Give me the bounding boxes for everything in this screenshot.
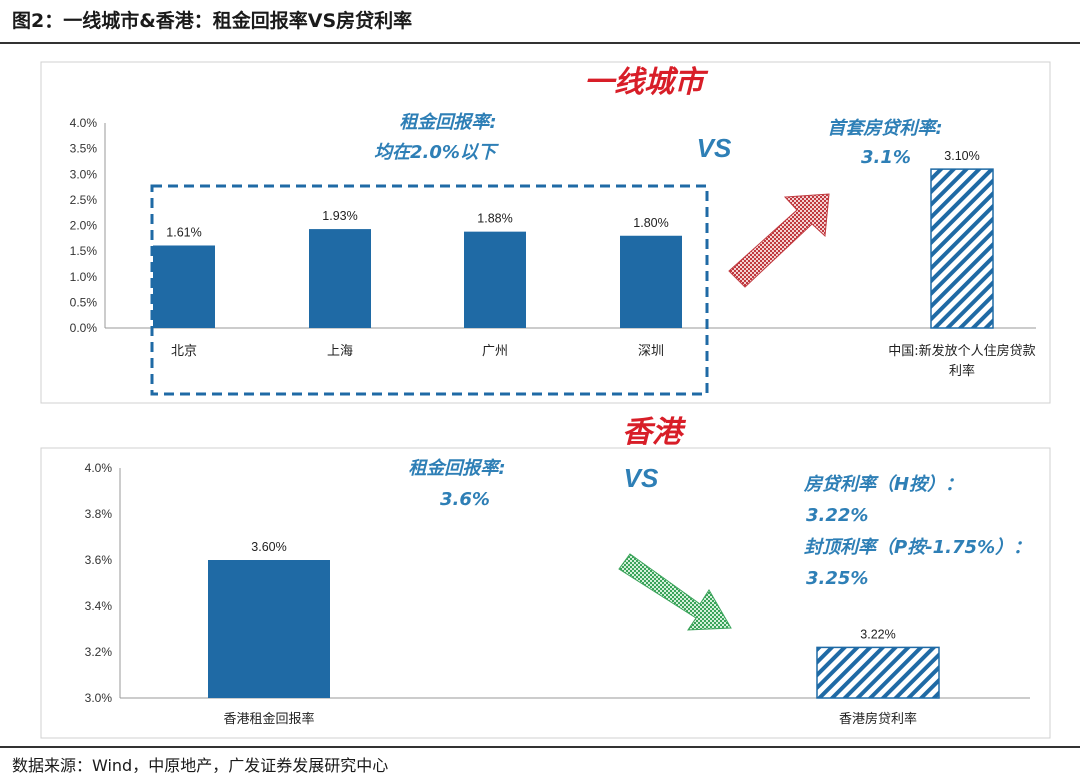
bar-value-label: 1.88% bbox=[477, 212, 512, 226]
y-tick-label: 4.0% bbox=[70, 116, 98, 130]
y-tick-label: 3.6% bbox=[85, 553, 113, 567]
y-tick-label: 3.0% bbox=[70, 167, 98, 181]
x-category-label: 广州 bbox=[482, 344, 508, 359]
y-tick-label: 2.0% bbox=[70, 219, 98, 233]
hk-chart-frame bbox=[40, 447, 1051, 739]
tier1-rent-note-line2: 均在2.0%以下 bbox=[374, 142, 499, 163]
hk-vs-label: VS bbox=[624, 463, 659, 493]
bar bbox=[930, 168, 994, 329]
bar bbox=[464, 231, 526, 328]
x-category-label: 香港房贷利率 bbox=[839, 711, 917, 727]
y-tick-label: 3.8% bbox=[85, 507, 113, 521]
y-tick-label: 0.0% bbox=[70, 321, 98, 335]
bar bbox=[309, 229, 371, 328]
tier1-cities-highlight-box bbox=[150, 184, 709, 396]
bar bbox=[816, 646, 940, 699]
top-rule bbox=[0, 42, 1080, 44]
y-tick-label: 1.5% bbox=[70, 244, 98, 258]
bar-value-label: 1.61% bbox=[166, 225, 201, 239]
down-arrow-icon bbox=[618, 553, 732, 631]
bar bbox=[620, 235, 682, 328]
y-tick-label: 3.5% bbox=[70, 142, 98, 156]
x-category-label: 中国:新发放个人住房贷款 bbox=[888, 343, 1035, 359]
figure-title: 图2：一线城市&香港：租金回报率VS房贷利率 bbox=[12, 10, 413, 32]
hk-mortgage-note-line2: 3.22% bbox=[806, 505, 868, 526]
bar-value-label: 1.80% bbox=[633, 216, 668, 230]
tier1-heading: 一线城市 bbox=[584, 65, 709, 100]
hk-mortgage-note-line4: 3.25% bbox=[806, 568, 868, 589]
x-category-label: 深圳 bbox=[638, 344, 664, 359]
tier1-mortgage-note-line1: 首套房贷利率: bbox=[827, 118, 942, 139]
y-tick-label: 3.0% bbox=[85, 691, 113, 705]
hk-mortgage-note-line1: 房贷利率（H按）： bbox=[803, 474, 963, 495]
y-tick-label: 2.5% bbox=[70, 193, 98, 207]
bar-value-label: 3.60% bbox=[251, 540, 286, 554]
y-tick-label: 4.0% bbox=[85, 461, 113, 475]
hk-heading: 香港 bbox=[622, 415, 687, 450]
x-category-label: 利率 bbox=[949, 363, 975, 379]
bottom-rule bbox=[0, 746, 1080, 748]
y-tick-label: 0.5% bbox=[70, 295, 98, 309]
bar bbox=[153, 245, 215, 328]
x-category-label: 上海 bbox=[327, 344, 353, 359]
y-tick-label: 3.4% bbox=[85, 599, 113, 613]
bar-value-label: 3.22% bbox=[860, 627, 895, 641]
tier1-chart-frame bbox=[40, 61, 1051, 404]
hk-rent-note-line2: 3.6% bbox=[440, 489, 490, 510]
tier1-rent-note-line1: 租金回报率: bbox=[399, 112, 496, 133]
y-tick-label: 1.0% bbox=[70, 270, 98, 284]
x-category-label: 香港租金回报率 bbox=[223, 711, 314, 727]
x-category-label: 北京 bbox=[171, 344, 197, 359]
bar-value-label: 3.10% bbox=[944, 149, 979, 163]
hk-mortgage-note-line3: 封顶利率（P按-1.75%）： bbox=[804, 537, 1031, 558]
bar bbox=[208, 560, 330, 698]
tier1-mortgage-note-line2: 3.1% bbox=[861, 147, 911, 168]
tier1-vs-label: VS bbox=[697, 133, 732, 163]
bar-value-label: 1.93% bbox=[322, 209, 357, 223]
y-tick-label: 3.2% bbox=[85, 645, 113, 659]
data-source-note: 数据来源：Wind，中原地产，广发证券发展研究中心 bbox=[12, 756, 389, 775]
hk-rent-note-line1: 租金回报率: bbox=[408, 458, 505, 479]
up-arrow-icon bbox=[728, 193, 830, 288]
